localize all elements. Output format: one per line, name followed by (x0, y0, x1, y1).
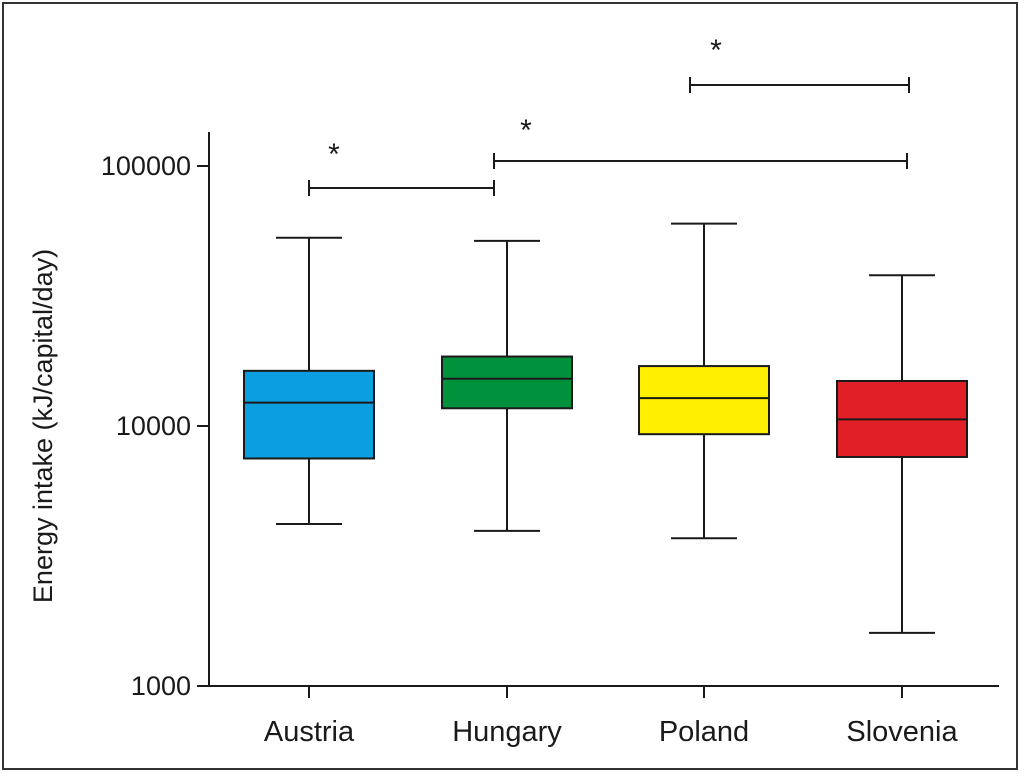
significance-bracket-poland-slovenia: * (689, 34, 910, 93)
y-axis-title: Energy intake (kJ/capital/day) (28, 249, 58, 603)
significance-star: * (328, 138, 340, 171)
box-plot-chart: * * * 1000 10000 100000 Energy intake (kJ/cap… (28, 34, 999, 748)
box-poland (638, 222, 770, 540)
iqr-box (441, 355, 573, 410)
x-tick-label-austria: Austria (264, 716, 355, 748)
significance-bracket-austria-hungary: * (308, 138, 495, 196)
box-austria (243, 236, 375, 525)
significance-bracket-hungary-slovenia: * (493, 114, 908, 169)
box-hungary (441, 239, 573, 532)
significance-star: * (520, 114, 532, 147)
x-tick-label-slovenia: Slovenia (846, 716, 958, 748)
boxes (243, 222, 968, 634)
iqr-box (638, 365, 770, 436)
axes (197, 132, 999, 698)
y-tick-label: 100000 (101, 151, 191, 181)
box-slovenia (836, 274, 968, 634)
x-tick-label-poland: Poland (659, 716, 749, 748)
x-tick-label-hungary: Hungary (452, 716, 562, 748)
labels: 1000 10000 100000 Energy intake (kJ/capital… (28, 151, 958, 748)
y-tick-label: 10000 (116, 411, 191, 441)
significance-star: * (710, 34, 722, 67)
iqr-box (243, 369, 375, 460)
y-tick-label: 1000 (131, 671, 191, 701)
significance-brackets: * * * (308, 34, 910, 196)
